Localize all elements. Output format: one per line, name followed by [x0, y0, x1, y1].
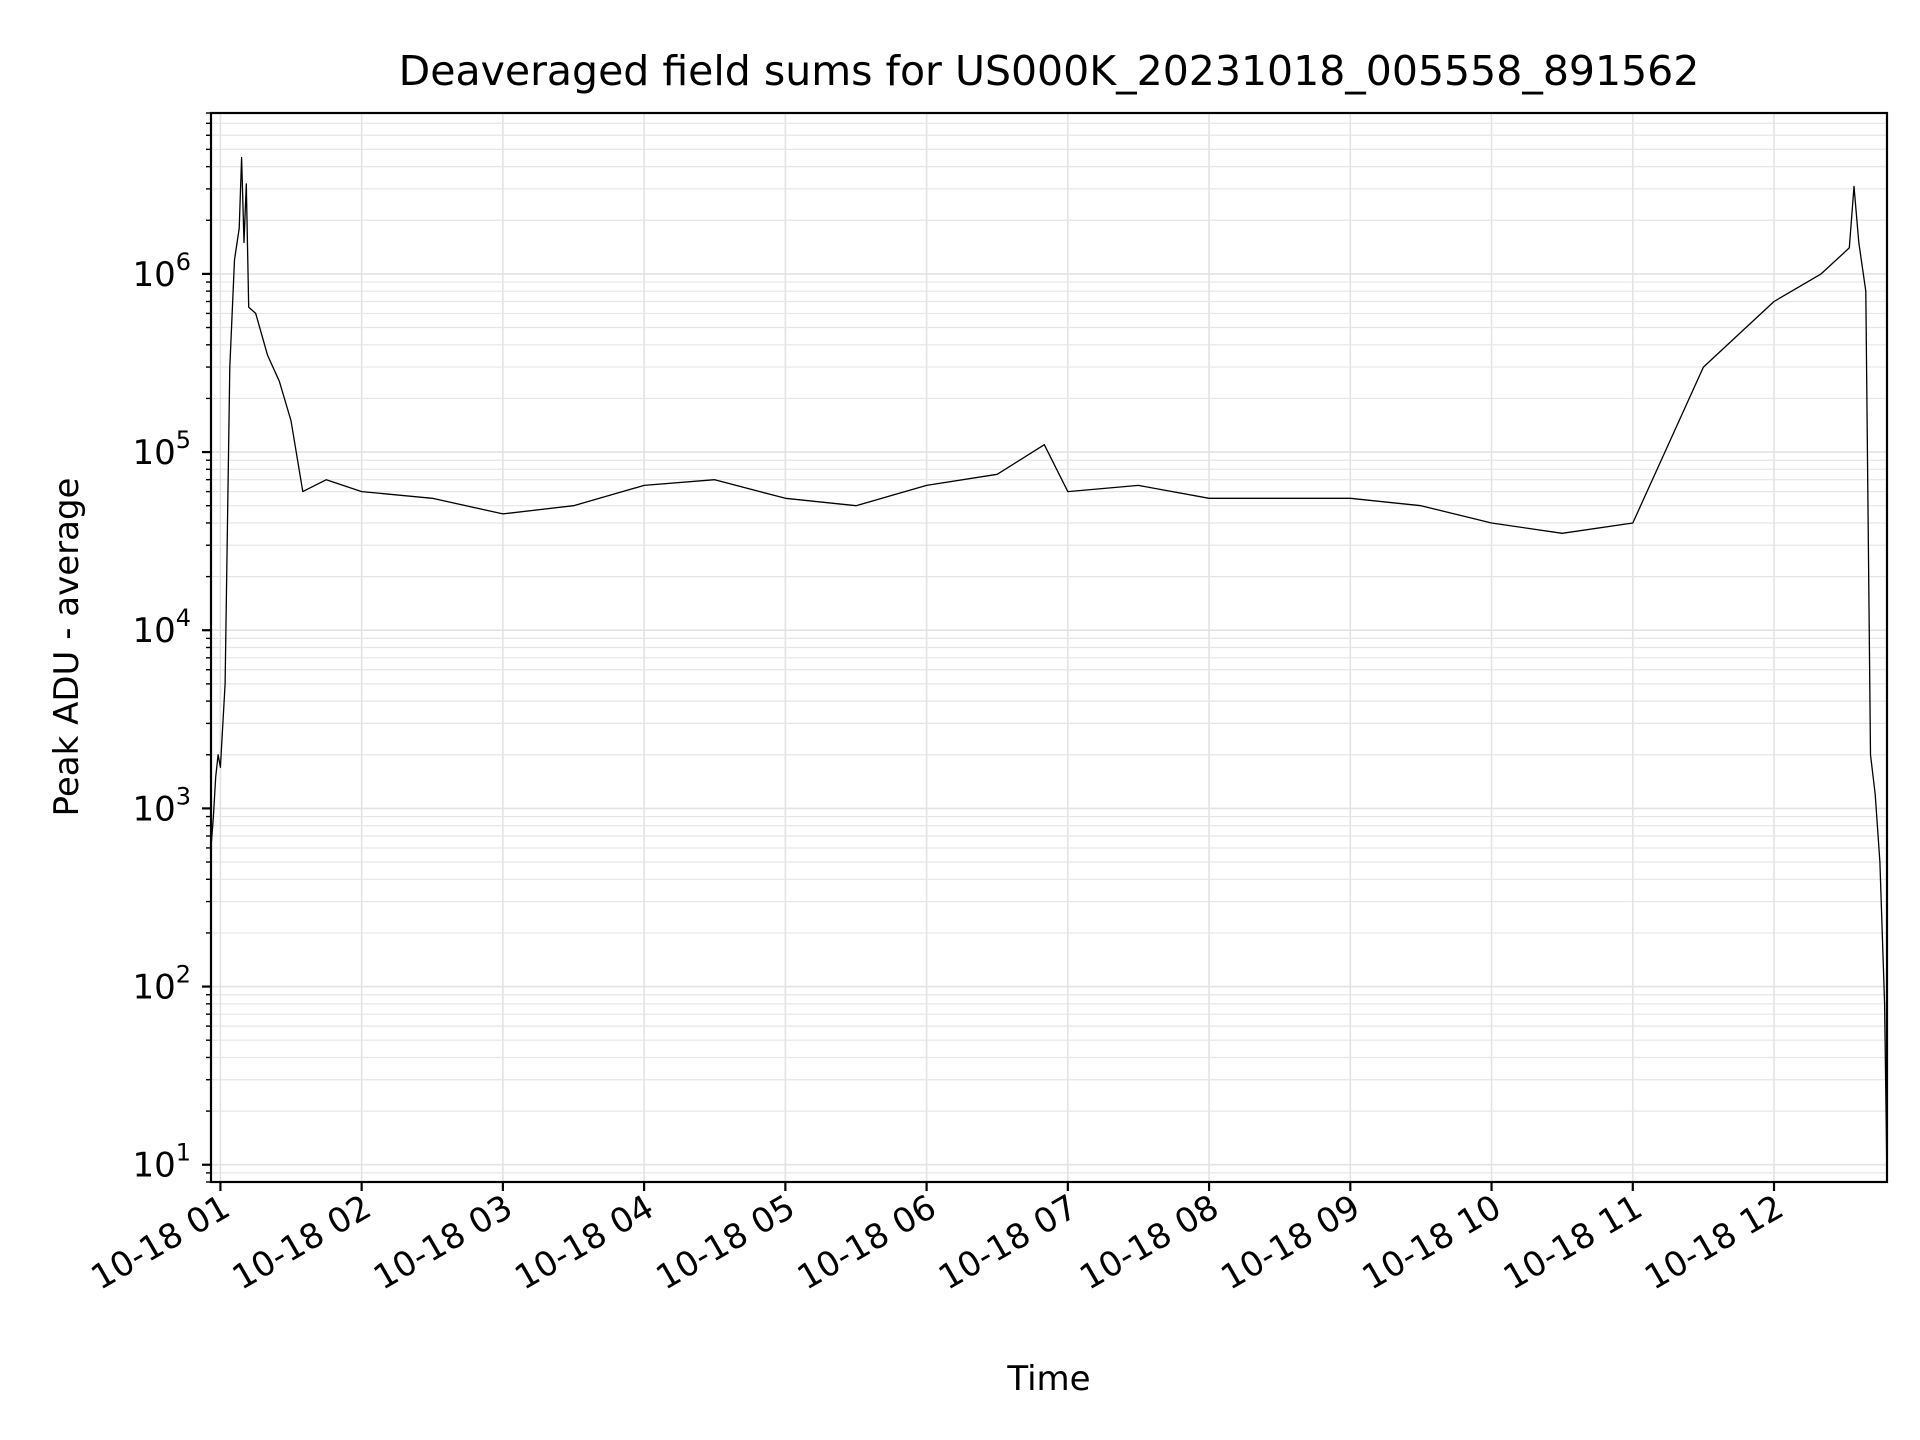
x-tick-label: 10-18 08 [1073, 1187, 1225, 1298]
y-tick-label: 103 [132, 782, 191, 829]
x-tick-label: 10-18 04 [508, 1187, 660, 1298]
chart-title: Deaveraged field sums for US000K_2023101… [399, 47, 1700, 95]
grid [211, 112, 1887, 1183]
x-tick-label: 10-18 07 [932, 1187, 1084, 1298]
x-tick-label: 10-18 06 [791, 1187, 943, 1298]
x-axis-label: Time [1006, 1359, 1090, 1399]
x-tick-label: 10-18 02 [226, 1187, 378, 1298]
y-ticks: 101 102 103 104 105 106 [132, 112, 211, 1186]
y-tick-label: 102 [132, 961, 191, 1008]
x-tick-label: 10-18 05 [649, 1187, 801, 1298]
y-tick-label: 106 [132, 248, 191, 295]
y-tick-label: 101 [132, 1139, 191, 1186]
x-tick-label: 10-18 12 [1638, 1187, 1790, 1298]
series-line [210, 156, 1888, 1183]
x-tick-label: 10-18 09 [1214, 1187, 1366, 1298]
x-tick-label: 10-18 11 [1497, 1187, 1649, 1298]
x-tick-label: 10-18 10 [1356, 1187, 1508, 1298]
x-tick-label: 10-18 01 [85, 1187, 237, 1298]
series-layer [210, 156, 1888, 1183]
y-tick-label: 104 [132, 604, 191, 651]
y-tick-label: 105 [132, 426, 191, 473]
x-tick-label: 10-18 03 [367, 1187, 519, 1298]
y-axis-label: Peak ADU - average [47, 478, 87, 817]
